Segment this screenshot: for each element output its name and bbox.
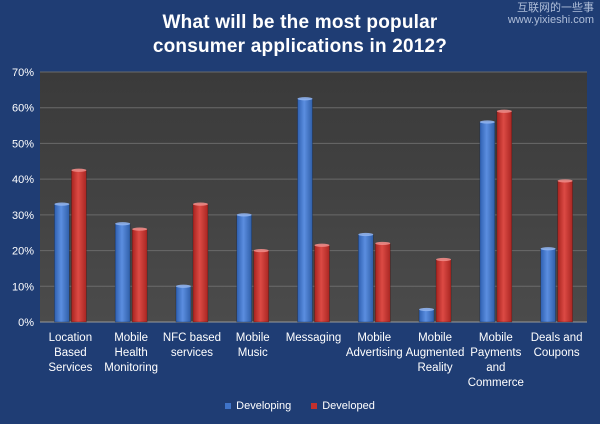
x-category-label-line: and [486, 362, 506, 374]
bar-top-developed [496, 109, 512, 113]
y-tick-label: 30% [12, 210, 34, 222]
bar-top-developed [314, 243, 330, 247]
bar-developed [496, 110, 513, 323]
x-category-label: Mobile Payments and Commerce [464, 331, 528, 391]
x-category-label: Mobile Music [221, 331, 285, 361]
bar-developed [374, 243, 391, 323]
x-category-label: Mobile Advertising [342, 331, 406, 361]
bar-developing [357, 234, 374, 323]
x-category-label-line: Messaging [285, 332, 342, 344]
legend-label-developing: Developing [236, 400, 292, 412]
bar-top-developing [236, 213, 252, 217]
x-category-label-line: Music [237, 347, 268, 359]
bar-top-developed [557, 179, 573, 183]
y-tick-label: 20% [12, 246, 34, 258]
legend-swatch-developing [225, 403, 232, 409]
chart-title-line-2: consumer applications in 2012? [152, 36, 448, 57]
x-category-label-line: Advertising [345, 347, 403, 359]
bar-developed [557, 180, 573, 323]
y-tick-label: 10% [12, 281, 34, 293]
bar-top-developed [253, 248, 269, 253]
x-category-label-line: Health [114, 347, 148, 359]
x-category-label-line: Payments [470, 347, 522, 359]
x-category-label-line: Mobile [114, 332, 149, 344]
bar-top-developing [479, 120, 495, 124]
plot-area [40, 72, 587, 322]
x-category-label: Mobile Health Monitoring [99, 331, 163, 376]
bar-developing [479, 121, 496, 323]
y-tick-label: 50% [12, 138, 34, 150]
x-category-label-line: Mobile [478, 332, 513, 344]
legend-label-developed: Developed [322, 400, 375, 412]
y-tick-label: 60% [12, 103, 34, 115]
x-category-label-line: NFC based [162, 332, 222, 344]
bar-developing [540, 248, 556, 323]
x-category-label: Location Based Services [38, 331, 102, 376]
x-category-label-line: Based [54, 347, 87, 359]
watermark-line-1: 互联网的一些事 [517, 2, 594, 14]
y-tick-label: 0% [18, 317, 34, 329]
legend-swatch-developed [311, 403, 318, 409]
x-category-label-line: Coupons [533, 347, 580, 359]
bar-top-developing [358, 232, 374, 237]
bar-top-developing [419, 307, 435, 312]
bar-top-developing [115, 222, 131, 226]
x-category-label-line: Mobile [235, 332, 270, 344]
bar-developed [314, 244, 330, 323]
x-category-label-line: Augmented [405, 347, 465, 359]
bar-top-developing [540, 247, 556, 251]
bar-developing [54, 203, 70, 323]
watermark: 互联网的一些事 www.yixieshi.com [508, 2, 594, 26]
bar-developed [253, 250, 270, 323]
bar-developing [297, 98, 313, 323]
bar-developing [236, 214, 253, 323]
bar-top-developed [375, 241, 391, 246]
bar-top-developed [192, 202, 208, 206]
bar-top-developed [71, 168, 87, 172]
x-category-label-line: services [170, 347, 214, 359]
bar-developing [418, 309, 435, 323]
chart-title-line-1: What will be the most popular [162, 12, 438, 33]
legend-item-developing: Developing [225, 400, 291, 412]
bar-developed [192, 203, 209, 323]
bar-top-developing [297, 97, 313, 101]
bar-developed [435, 259, 452, 323]
x-category-label-line: Reality [417, 362, 453, 374]
x-category-label: Messaging [282, 331, 346, 346]
x-category-label-line: Mobile [357, 332, 392, 344]
bar-top-developed [436, 257, 452, 262]
legend-item-developed: Developed [311, 400, 375, 412]
y-tick-label: 40% [12, 174, 34, 186]
bar-developing [114, 223, 131, 323]
watermark-line-2: www.yixieshi.com [507, 14, 594, 26]
x-category-label: NFC based services [160, 331, 224, 361]
y-tick-label: 70% [12, 67, 34, 79]
x-category-label: Deals and Coupons [525, 331, 589, 361]
bar-top-developing [175, 284, 191, 288]
bar-top-developed [132, 227, 148, 231]
x-category-label: Mobile Augmented Reality [403, 331, 467, 376]
x-category-label-line: Location [48, 332, 93, 344]
bar-developed [71, 169, 87, 323]
legend: Developing Developed [0, 400, 600, 412]
bar-developing [175, 285, 192, 323]
bar-developed [131, 228, 148, 323]
x-category-label-line: Services [48, 362, 93, 374]
x-category-label-line: Monitoring [104, 362, 158, 374]
x-category-label-line: Mobile [418, 332, 452, 344]
x-category-label-line: Deals and [530, 332, 583, 344]
x-category-label-line: Commerce [467, 377, 524, 389]
bar-top-developing [54, 202, 70, 206]
